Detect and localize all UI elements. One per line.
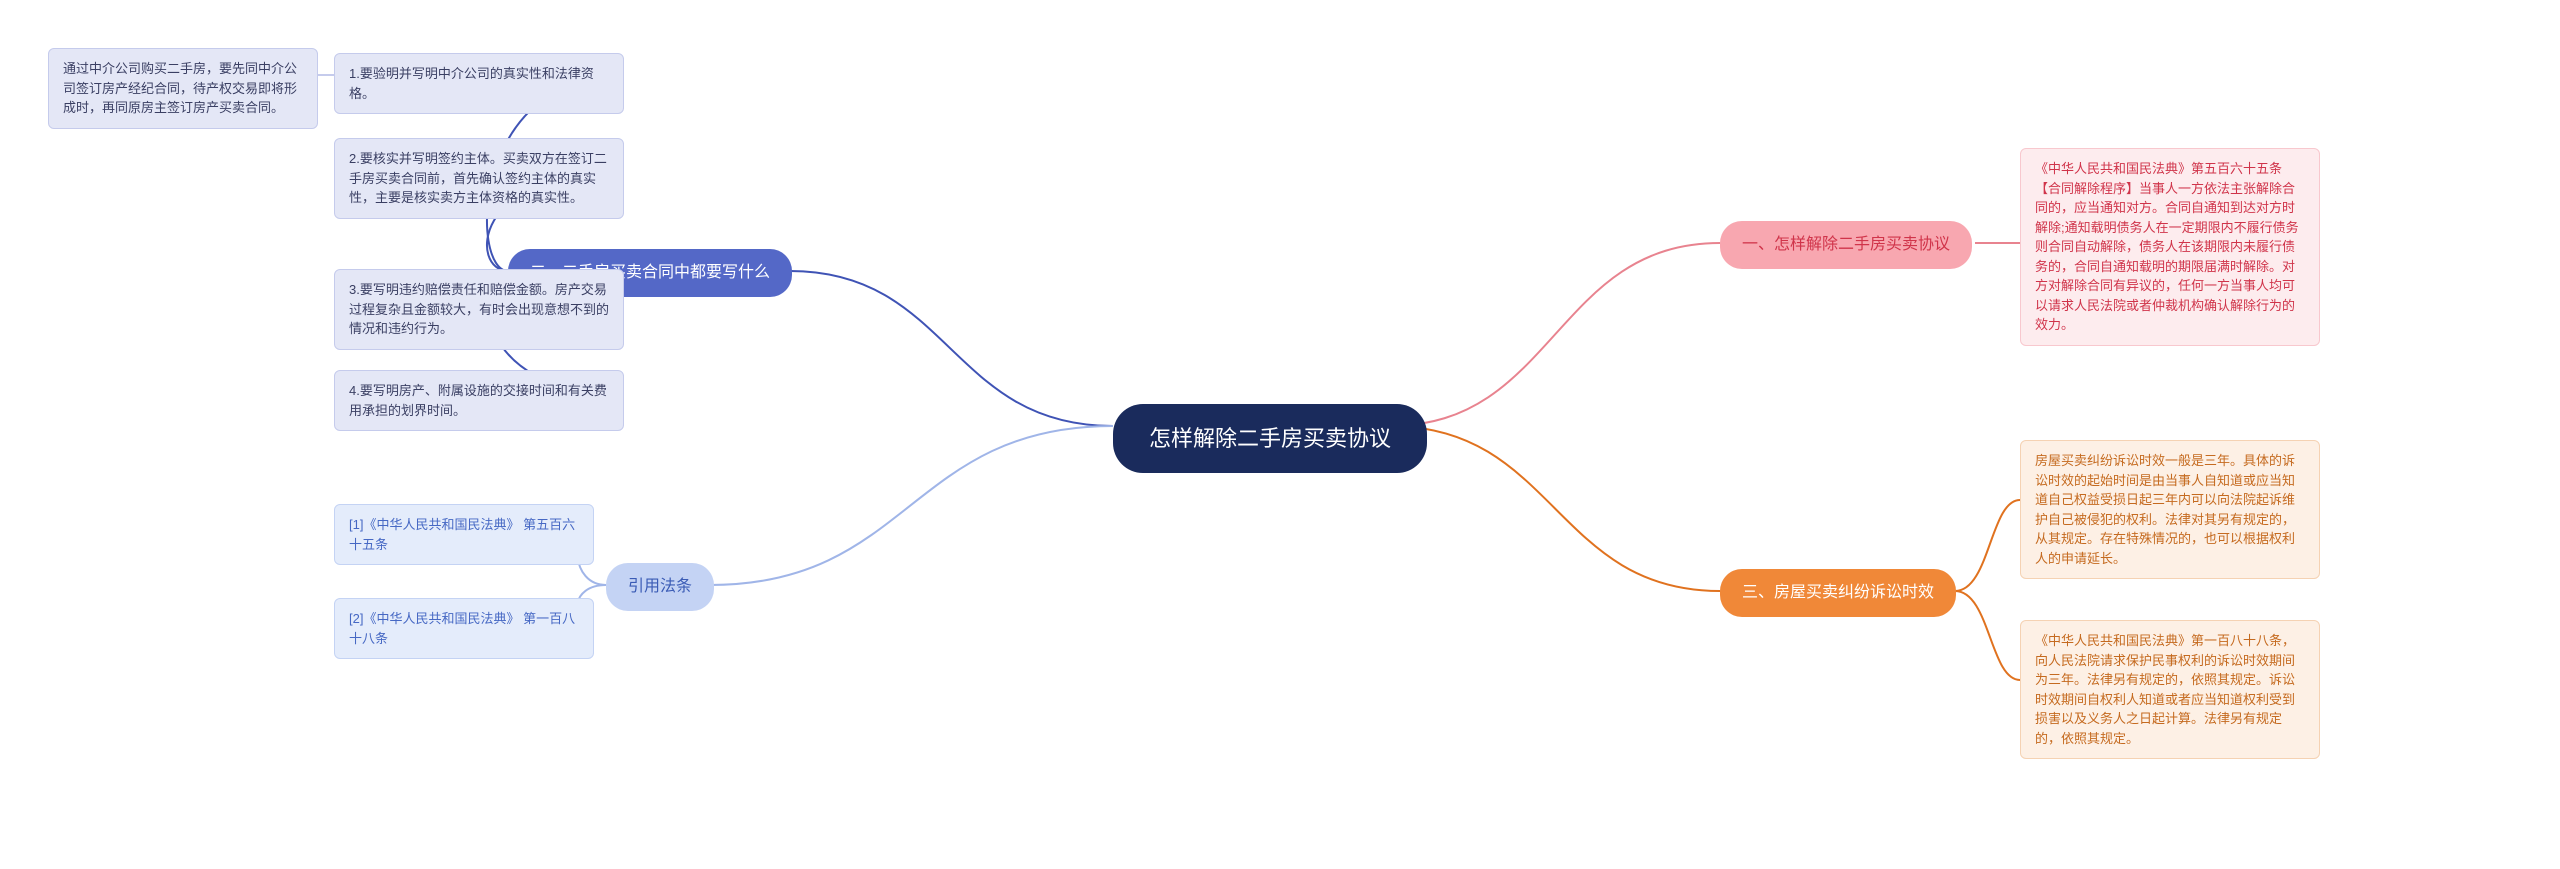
branches-1-leaves-0: 1.要验明并写明中介公司的真实性和法律资格。 bbox=[334, 53, 624, 114]
branches-3-leaves-0: [1]《中华人民共和国民法典》 第五百六十五条 bbox=[334, 504, 594, 565]
branches-0-leaves-0: 《中华人民共和国民法典》第五百六十五条【合同解除程序】当事人一方依法主张解除合同… bbox=[2020, 148, 2320, 346]
branches-0: 一、怎样解除二手房买卖协议 bbox=[1720, 221, 1972, 269]
branches-2-leaves-1: 《中华人民共和国民法典》第一百八十八条，向人民法院请求保护民事权利的诉讼时效期间… bbox=[2020, 620, 2320, 759]
branches-1-leaves-2: 3.要写明违约赔偿责任和赔偿金额。房产交易过程复杂且金额较大，有时会出现意想不到… bbox=[334, 269, 624, 350]
branches-3: 引用法条 bbox=[606, 563, 714, 611]
branches-2-leaves-0: 房屋买卖纠纷诉讼时效一般是三年。具体的诉讼时效的起始时间是由当事人自知道或应当知… bbox=[2020, 440, 2320, 579]
center: 怎样解除二手房买卖协议 bbox=[1113, 404, 1427, 473]
branches-1-leaves-1: 2.要核实并写明签约主体。买卖双方在签订二手房买卖合同前，首先确认签约主体的真实… bbox=[334, 138, 624, 219]
branches-1-leaves-3: 4.要写明房产、附属设施的交接时间和有关费用承担的划界时间。 bbox=[334, 370, 624, 431]
branches-3-leaves-1: [2]《中华人民共和国民法典》 第一百八十八条 bbox=[334, 598, 594, 659]
branches-2: 三、房屋买卖纠纷诉讼时效 bbox=[1720, 569, 1956, 617]
branches-1-extra: 通过中介公司购买二手房，要先同中介公司签订房产经纪合同，待产权交易即将形成时，再… bbox=[48, 48, 318, 129]
